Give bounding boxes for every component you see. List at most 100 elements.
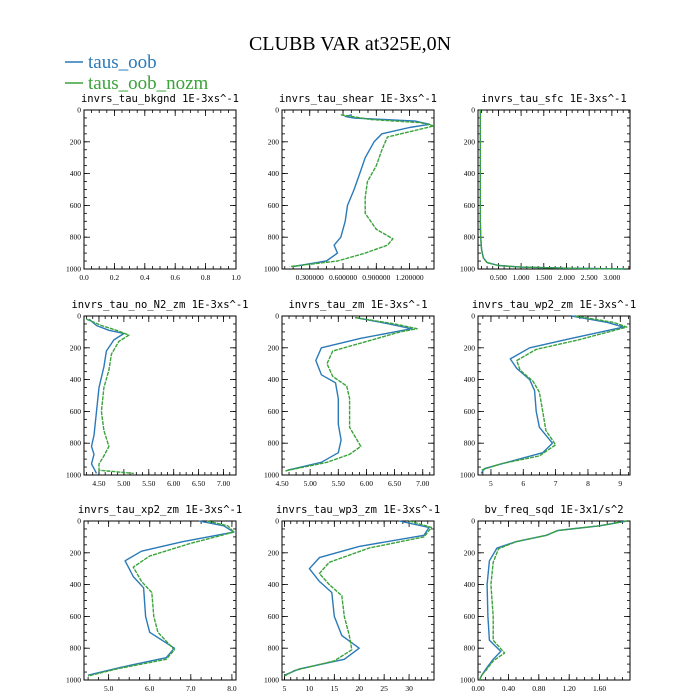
x-tick-label: 15 (331, 684, 339, 693)
x-tick-label: 20 (355, 684, 363, 693)
legend-label-taus-oob: taus_oob (88, 52, 157, 73)
x-tick-label: 1.000 (513, 273, 530, 282)
y-tick-label: 1000 (460, 265, 475, 274)
y-tick-label: 0 (77, 106, 81, 115)
y-tick-label: 600 (464, 201, 476, 210)
y-tick-label: 800 (268, 233, 280, 242)
y-tick-label: 1000 (66, 471, 81, 480)
y-tick-label: 0 (275, 312, 279, 321)
plot-frame (83, 520, 237, 681)
panel-title: invrs_tau_bkgnd 1E-3xs^-1 (81, 93, 239, 105)
x-tick-label: 0.600000 (329, 273, 357, 282)
chart-panel: invrs_tau_zm 1E-3xs^-1 0 200 400 600 800 10004… (264, 299, 435, 488)
plot-frame (477, 109, 631, 270)
figure-title: CLUBB VAR at325E,0N (249, 33, 451, 55)
x-tick-label: 8.0 (227, 684, 237, 693)
series-taus-oob (88, 318, 125, 474)
x-tick-label: 1.0 (231, 273, 241, 282)
y-tick-label: 200 (70, 137, 82, 146)
series-taus-oob (480, 315, 625, 474)
series-taus-oob (292, 114, 431, 268)
legend-label-taus-oob-nozm: taus_oob_nozm (88, 73, 209, 94)
series-taus-oob-nozm (284, 520, 433, 677)
y-tick-label: 800 (70, 644, 82, 653)
y-tick-label: 1000 (66, 676, 81, 685)
plot-frame (281, 315, 435, 476)
panel-grid: invrs_tau_bkgnd 1E-3xs^-1020040060080010… (66, 93, 636, 693)
y-tick-label: 600 (268, 201, 280, 210)
y-tick-label: 1000 (460, 676, 475, 685)
panel-title: invrs_tau_sfc 1E-3xs^-1 (481, 93, 626, 105)
y-tick-label: 400 (268, 169, 280, 178)
series-taus-oob-nozm (479, 110, 626, 270)
y-tick-label: 400 (70, 375, 82, 384)
panel-title: invrs_tau_zm 1E-3xs^-1 (288, 299, 427, 311)
x-tick-label: 0.40 (502, 684, 515, 693)
chart-panel: invrs_tau_no_N2_zm 1E-3xs^-10 200 400 600 80… (66, 299, 249, 488)
y-tick-label: 1000 (460, 471, 475, 480)
y-tick-label: 0 (471, 106, 475, 115)
y-tick-label: 1000 (66, 265, 81, 274)
chart-panel: invrs_tau_bkgnd 1E-3xs^-10 200 400 600 800 10… (66, 93, 241, 282)
y-tick-label: 400 (70, 169, 82, 178)
x-tick-label: 1.60 (593, 684, 606, 693)
plot-frame (281, 520, 435, 681)
x-tick-label: 7.00 (217, 479, 230, 488)
plot-frame (83, 109, 237, 270)
y-tick-label: 600 (268, 612, 280, 621)
x-tick-label: 7.0 (186, 684, 196, 693)
y-tick-label: 200 (70, 548, 82, 557)
panel-title: invrs_tau_wp2_zm 1E-3xs^-1 (472, 299, 636, 311)
x-tick-label: 4.50 (275, 479, 288, 488)
chart-panel: invrs_tau_xp2_zm 1E-3xs^-10 200 400 600 800 1… (66, 504, 242, 693)
series-taus-oob (87, 520, 235, 676)
x-tick-label: 0.900000 (362, 273, 390, 282)
y-tick-label: 400 (268, 375, 280, 384)
x-tick-label: 6.0 (145, 684, 155, 693)
chart-panel: invrs_tau_sfc 1E-3xs^-1 0 200 400 600 800 1000… (460, 93, 631, 282)
panel-title: invrs_tau_no_N2_zm 1E-3xs^-1 (71, 299, 248, 311)
x-tick-label: 5.00 (117, 479, 130, 488)
y-tick-label: 800 (464, 644, 476, 653)
series-taus-oob-nozm (480, 315, 628, 471)
x-tick-label: 0.6 (171, 273, 181, 282)
y-tick-label: 400 (464, 375, 476, 384)
panel-title: invrs_tau_wp3_zm 1E-3xs^-1 (276, 504, 440, 516)
y-tick-label: 800 (464, 439, 476, 448)
y-tick-label: 200 (464, 548, 476, 557)
x-tick-label: 0.4 (140, 273, 150, 282)
x-tick-label: 0.500 (490, 273, 507, 282)
y-tick-label: 200 (268, 548, 280, 557)
y-tick-label: 800 (70, 233, 82, 242)
x-tick-label: 6.00 (167, 479, 180, 488)
y-tick-label: 1000 (264, 471, 279, 480)
x-tick-label: 10 (306, 684, 314, 693)
x-tick-label: 0.00 (471, 684, 484, 693)
x-tick-label: 5 (283, 684, 287, 693)
y-tick-label: 800 (70, 439, 82, 448)
x-tick-label: 7.00 (416, 479, 429, 488)
y-tick-label: 400 (268, 580, 280, 589)
y-tick-label: 0 (275, 106, 279, 115)
chart-panel: bv_freq_sqd 1E-3x1/s^2020040060080010000… (460, 504, 631, 693)
x-tick-label: 7 (554, 479, 558, 488)
chart-panel: invrs_tau_shear 1E-3xs^-10 200 400 600 800 10… (264, 93, 437, 282)
y-tick-label: 200 (464, 343, 476, 352)
plot-frame (477, 315, 631, 476)
x-tick-label: 5.0 (104, 684, 114, 693)
series-taus-oob (478, 520, 628, 681)
series-taus-oob (284, 520, 430, 676)
x-tick-label: 1.200000 (396, 273, 424, 282)
y-tick-label: 1000 (264, 265, 279, 274)
y-tick-label: 200 (268, 343, 280, 352)
y-tick-label: 0 (77, 517, 81, 526)
y-tick-label: 600 (70, 612, 82, 621)
y-tick-label: 400 (464, 580, 476, 589)
y-tick-label: 400 (70, 580, 82, 589)
y-tick-label: 0 (275, 517, 279, 526)
y-tick-label: 1000 (264, 676, 279, 685)
series-taus-oob (479, 110, 626, 270)
y-tick-label: 600 (464, 612, 476, 621)
chart-panel: invrs_tau_wp2_zm 1E-3xs^-10 200 400 600 800 1… (460, 299, 636, 488)
